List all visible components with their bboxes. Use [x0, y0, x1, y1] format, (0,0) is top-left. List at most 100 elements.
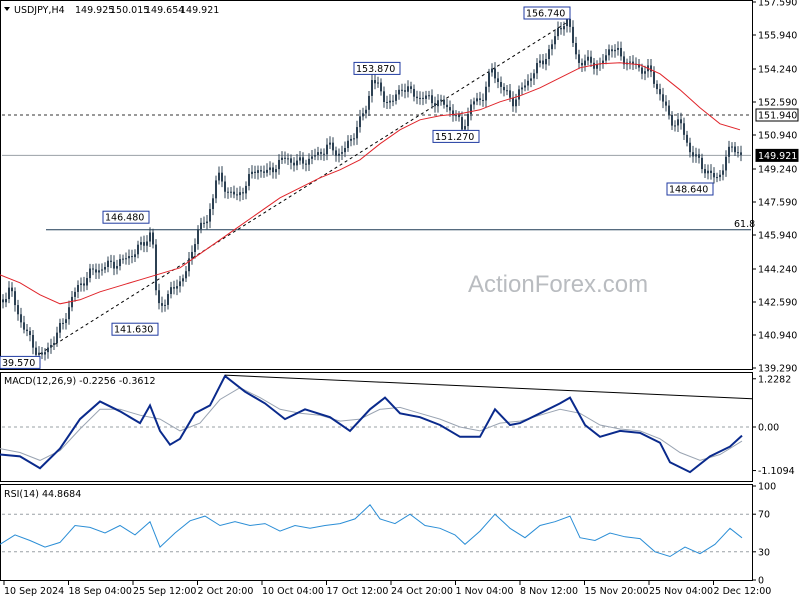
candle-body: [707, 170, 709, 174]
candle-body: [143, 242, 145, 246]
price-label-1: 153.870: [356, 64, 395, 75]
candle-body: [431, 95, 433, 104]
candle-body: [32, 334, 34, 348]
candle-body: [482, 99, 484, 101]
candle-body: [455, 115, 457, 117]
candle-body: [602, 60, 604, 64]
candle-body: [191, 251, 193, 259]
macd-line: [0, 374, 743, 474]
candle-body: [509, 90, 511, 98]
candle-body: [86, 278, 88, 286]
candle-body: [425, 95, 427, 99]
price-y-tick-label-10: 140.940: [758, 331, 797, 342]
candle-body: [236, 194, 238, 196]
candle-body: [332, 142, 334, 151]
candle-body: [632, 61, 634, 64]
candle-body: [407, 86, 409, 92]
candle-body: [542, 60, 544, 65]
candle-body: [620, 47, 622, 57]
price-y-tick-label-0: 157.590: [758, 0, 797, 9]
candle-body: [572, 26, 574, 43]
candle-body: [383, 91, 385, 102]
candle-body: [392, 100, 394, 102]
candle-body: [323, 153, 325, 155]
candle-body: [296, 160, 298, 166]
price-y-tick-label-2: 154.240: [758, 65, 797, 76]
candle-body: [35, 347, 37, 355]
macd-y-tick-label-2: -1.1094: [758, 466, 795, 477]
candle-body: [575, 42, 577, 55]
candle-body: [62, 322, 64, 324]
ohlc-low: 149.654: [145, 5, 184, 16]
candle-body: [200, 222, 202, 230]
candle-body: [299, 157, 301, 161]
candle-body: [125, 258, 127, 260]
candle-body: [398, 89, 400, 95]
candle-body: [41, 352, 43, 355]
axis-badge-text-current_price_label: 149.921: [758, 151, 797, 162]
candle-body: [596, 64, 598, 69]
rsi-y-tick-label-3: 0: [758, 576, 764, 587]
candle-body: [650, 65, 652, 72]
candle-body: [344, 148, 346, 153]
candle-body: [302, 157, 304, 164]
price-y-tick-label-7: 145.940: [758, 231, 797, 242]
price-y-tick-label-5: 149.240: [758, 165, 797, 176]
candle-body: [116, 266, 118, 269]
candle-body: [701, 157, 703, 170]
candle-body: [146, 241, 148, 246]
candle-body: [395, 94, 397, 101]
candle-body: [611, 49, 613, 52]
macd-y-tick-label-0: 1.2282: [758, 374, 791, 385]
candle-body: [506, 90, 508, 92]
candle-body: [563, 26, 565, 30]
candle-body: [557, 28, 559, 37]
candle-body: [287, 158, 289, 160]
candle-body: [326, 144, 328, 155]
candle-body: [158, 290, 160, 304]
rsi-y-tick-label-1: 70: [758, 510, 770, 521]
candle-body: [497, 78, 499, 83]
candle-body: [155, 244, 157, 291]
candle-body: [377, 82, 379, 84]
candle-body: [44, 352, 46, 355]
candle-body: [716, 177, 718, 179]
candle-body: [470, 104, 472, 115]
candle-body: [476, 98, 478, 102]
candle-body: [215, 180, 217, 199]
candle-body: [485, 86, 487, 101]
candle-body: [239, 192, 241, 196]
candle-body: [674, 125, 676, 127]
candle-body: [686, 134, 688, 143]
candle-body: [533, 73, 535, 79]
candle-body: [560, 28, 562, 30]
candle-body: [170, 287, 172, 295]
candle-body: [638, 64, 640, 68]
candle-body: [260, 170, 262, 172]
x-tick-label-10: 25 Nov 04:00: [649, 586, 713, 597]
price-label-4: 141.630: [114, 325, 153, 336]
candle-body: [500, 82, 502, 87]
candle-body: [362, 113, 364, 117]
price-y-tick-label-3: 152.590: [758, 98, 797, 109]
rsi-panel-frame: [0, 484, 753, 581]
candle-body: [494, 68, 496, 79]
candle-body: [110, 260, 112, 262]
candle-body: [254, 171, 256, 173]
candle-body: [113, 261, 115, 269]
candle-body: [14, 291, 16, 306]
candle-body: [212, 198, 214, 210]
candle-body: [545, 59, 547, 65]
symbol-dropdown-icon[interactable]: [4, 7, 10, 11]
candle-body: [329, 142, 331, 145]
candle-body: [356, 127, 358, 139]
candle-body: [692, 152, 694, 157]
candle-body: [137, 244, 139, 255]
candle-body: [698, 154, 700, 158]
candle-body: [134, 254, 136, 258]
candle-body: [452, 110, 454, 116]
candle-body: [389, 100, 391, 103]
candle-body: [386, 101, 388, 103]
candle-body: [704, 169, 706, 174]
